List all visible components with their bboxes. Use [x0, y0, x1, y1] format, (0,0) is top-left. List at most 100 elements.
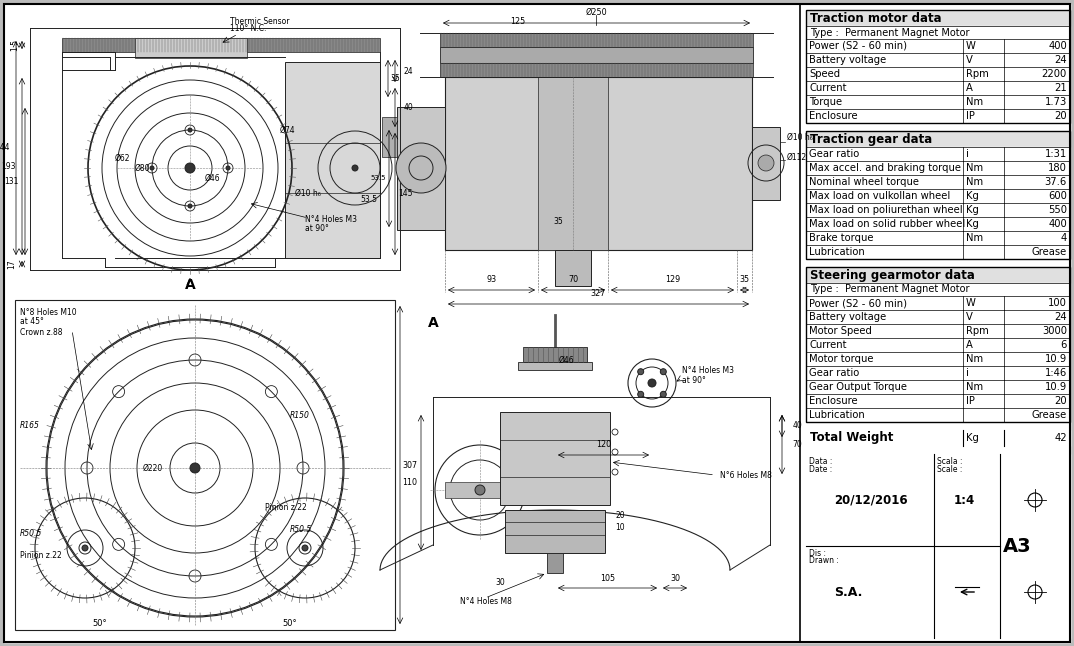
Text: Nm: Nm — [967, 233, 983, 243]
Bar — [806, 39, 1070, 53]
Text: 10.9: 10.9 — [1045, 382, 1066, 392]
Text: Motor Speed: Motor Speed — [809, 326, 872, 336]
Text: Torque: Torque — [809, 97, 842, 107]
Text: Max accel. and braking torque: Max accel. and braking torque — [809, 163, 961, 173]
Bar — [806, 81, 1070, 95]
Bar — [806, 53, 1070, 67]
Bar — [538, 77, 608, 250]
Text: Ø80: Ø80 — [135, 163, 150, 172]
Text: Nm: Nm — [967, 177, 983, 187]
Circle shape — [638, 391, 643, 397]
Text: 30: 30 — [670, 574, 680, 583]
Text: 20: 20 — [615, 510, 625, 519]
Text: Traction motor data: Traction motor data — [810, 12, 942, 25]
Text: Thermic Sensor: Thermic Sensor — [230, 17, 290, 26]
Text: Power (S2 - 60 min): Power (S2 - 60 min) — [809, 41, 908, 51]
Text: 1:46: 1:46 — [1045, 368, 1066, 378]
Text: R165: R165 — [20, 421, 40, 430]
Text: Drawn :: Drawn : — [809, 556, 839, 565]
Text: 20/12/2016: 20/12/2016 — [834, 494, 908, 506]
Bar — [806, 175, 1070, 189]
Text: A3: A3 — [1003, 536, 1031, 556]
Text: Enclosure: Enclosure — [809, 396, 858, 406]
Bar — [62, 38, 380, 52]
Text: Rpm: Rpm — [967, 69, 989, 79]
Text: R50.5: R50.5 — [20, 528, 42, 537]
Text: Nm: Nm — [967, 354, 983, 364]
Text: 1.73: 1.73 — [1045, 97, 1066, 107]
Bar — [382, 117, 397, 157]
Text: Kg: Kg — [967, 219, 979, 229]
Bar — [397, 107, 445, 230]
Bar — [806, 131, 1070, 147]
Bar — [806, 296, 1070, 310]
Text: A: A — [185, 278, 195, 292]
Text: at 45°: at 45° — [20, 317, 44, 326]
Text: Kg: Kg — [967, 433, 979, 443]
Text: Motor torque: Motor torque — [809, 354, 873, 364]
Text: N°4 Holes M8: N°4 Holes M8 — [460, 597, 512, 606]
Text: Pinion z.22: Pinion z.22 — [20, 550, 61, 559]
Circle shape — [188, 128, 192, 132]
Text: 120: 120 — [596, 440, 611, 449]
Bar — [555, 250, 591, 286]
Text: Nm: Nm — [967, 163, 983, 173]
Text: V: V — [967, 312, 973, 322]
Text: Ø74: Ø74 — [280, 125, 295, 134]
Circle shape — [661, 369, 666, 375]
Text: A: A — [967, 83, 973, 93]
Circle shape — [190, 463, 200, 473]
Text: N°6 Holes M8: N°6 Holes M8 — [720, 470, 772, 479]
Bar — [806, 245, 1070, 259]
Bar — [806, 267, 1070, 283]
Circle shape — [302, 545, 308, 551]
Bar — [4, 4, 800, 642]
Text: 53.5: 53.5 — [371, 176, 386, 182]
Circle shape — [648, 379, 656, 387]
Text: N°4 Holes M3: N°4 Holes M3 — [305, 215, 357, 224]
Circle shape — [226, 166, 230, 170]
Text: i: i — [967, 149, 969, 159]
Text: 131: 131 — [4, 177, 19, 186]
Bar — [806, 189, 1070, 203]
Bar — [806, 231, 1070, 245]
Text: 180: 180 — [1048, 163, 1066, 173]
Bar — [806, 203, 1070, 217]
Text: Scale :: Scale : — [937, 465, 962, 474]
Text: Gear Output Torque: Gear Output Torque — [809, 382, 908, 392]
Text: Data :: Data : — [809, 457, 832, 466]
Text: 35: 35 — [390, 74, 400, 83]
Text: 35: 35 — [553, 218, 563, 227]
Bar — [415, 305, 795, 635]
Bar — [505, 510, 605, 553]
Bar — [523, 347, 587, 362]
Text: Ø10 h₆: Ø10 h₆ — [295, 189, 321, 198]
Text: 400: 400 — [1048, 219, 1066, 229]
Text: Nm: Nm — [967, 382, 983, 392]
Text: Nominal wheel torque: Nominal wheel torque — [809, 177, 919, 187]
Bar — [15, 300, 395, 630]
Bar — [806, 310, 1070, 324]
Text: 145: 145 — [398, 189, 413, 198]
Bar — [806, 26, 1070, 39]
Text: Power (S2 - 60 min): Power (S2 - 60 min) — [809, 298, 908, 308]
Text: 93: 93 — [487, 275, 496, 284]
Text: 40: 40 — [793, 421, 802, 430]
Text: Total Weight: Total Weight — [810, 432, 894, 444]
Text: IP: IP — [967, 396, 975, 406]
Text: 110° N.C.: 110° N.C. — [230, 24, 266, 33]
Text: 100: 100 — [1048, 298, 1066, 308]
Text: Gear ratio: Gear ratio — [809, 149, 859, 159]
Bar — [285, 62, 380, 258]
Text: Rpm: Rpm — [967, 326, 989, 336]
Text: S.A.: S.A. — [834, 585, 862, 598]
Text: 1:31: 1:31 — [1045, 149, 1066, 159]
Text: 6: 6 — [1061, 340, 1066, 350]
Text: Ø220: Ø220 — [143, 463, 163, 472]
Text: Battery voltage: Battery voltage — [809, 312, 886, 322]
Text: Ø250: Ø250 — [585, 8, 607, 17]
Text: 30: 30 — [495, 578, 505, 587]
Text: at 90°: at 90° — [305, 224, 329, 233]
Text: Grease: Grease — [1032, 410, 1066, 420]
Text: Date :: Date : — [809, 465, 832, 474]
